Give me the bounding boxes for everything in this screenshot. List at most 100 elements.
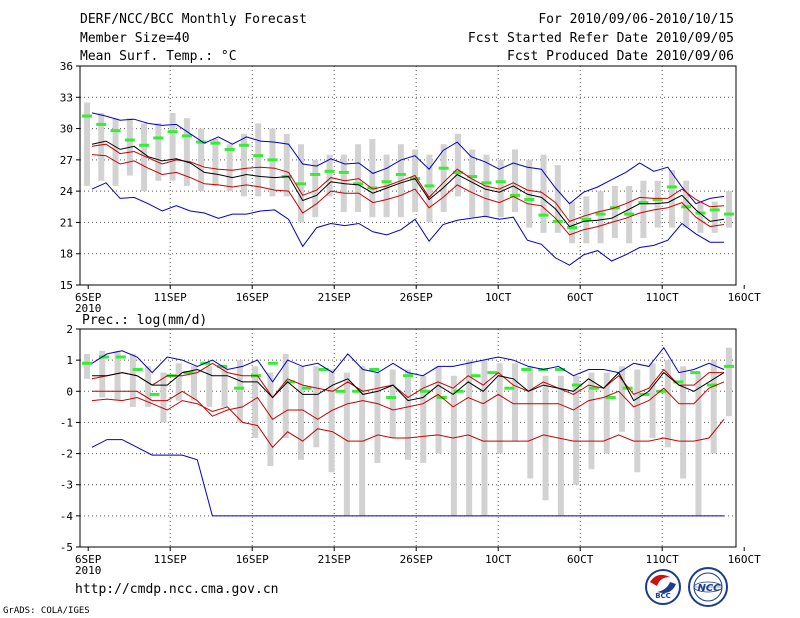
range-bar	[634, 369, 641, 473]
range-bar	[711, 201, 718, 233]
median-mark	[301, 386, 312, 390]
range-bar	[420, 375, 427, 463]
median-mark	[438, 166, 449, 170]
range-bar	[389, 369, 396, 438]
median-mark	[338, 170, 349, 174]
median-mark	[369, 367, 380, 371]
range-bar	[212, 139, 219, 186]
median-mark	[352, 389, 363, 393]
range-bar	[496, 363, 503, 454]
range-bar	[726, 191, 732, 228]
range-bar	[664, 360, 671, 448]
range-bar	[466, 360, 473, 516]
range-bar	[405, 369, 411, 460]
panel-title: Prec.: log(mm/d)	[82, 313, 207, 328]
range-bar	[169, 112, 176, 181]
range-bar	[313, 366, 320, 448]
median-mark	[98, 355, 109, 359]
median-mark	[424, 184, 435, 188]
median-mark	[132, 367, 143, 371]
median-mark	[605, 396, 616, 400]
x-year-label: 2010	[75, 302, 102, 315]
median-mark	[481, 181, 492, 185]
range-bar	[527, 366, 534, 479]
median-mark	[656, 389, 667, 393]
source-url[interactable]: http://cmdp.ncc.cma.gov.cn	[75, 582, 279, 597]
range-bar	[160, 372, 167, 423]
range-bar	[603, 372, 610, 454]
median-mark	[521, 367, 532, 371]
range-bar	[267, 372, 274, 467]
forecast-period: For 2010/09/06-2010/10/15	[538, 12, 734, 27]
x-tick-label: 26SEP	[400, 553, 433, 566]
median-mark	[709, 208, 720, 212]
range-bar	[695, 372, 702, 516]
range-bar	[435, 366, 442, 454]
median-mark	[652, 197, 663, 201]
series-min-line	[91, 182, 724, 266]
range-bar	[640, 180, 647, 239]
y-tick-label: 18	[60, 248, 73, 261]
median-mark	[183, 371, 194, 375]
range-bar	[141, 123, 148, 192]
ncc-logo-text: NCC	[697, 583, 721, 594]
bcc-logo: BCC	[645, 569, 681, 605]
median-mark	[538, 213, 549, 217]
x-tick-label: 26SEP	[400, 291, 433, 304]
member-size: Member Size=40	[80, 31, 190, 46]
median-mark	[386, 396, 397, 400]
range-bar	[282, 353, 289, 438]
range-bar	[84, 102, 90, 186]
median-mark	[367, 186, 378, 190]
median-mark	[96, 122, 107, 126]
y-tick-label: 33	[60, 91, 73, 104]
range-bar	[611, 185, 618, 239]
y-tick-label: 15	[60, 279, 73, 292]
range-bar	[112, 118, 119, 186]
range-bar	[726, 347, 732, 417]
y-tick-label: 1	[66, 354, 73, 367]
range-bar	[526, 159, 533, 228]
median-mark	[403, 374, 413, 378]
temperature-panel: 15 18 21 24 27 30 33 36 6SEP 11SEP 16SEP 21SEP 26SEP…	[60, 60, 761, 315]
range-bar	[588, 372, 595, 470]
ncc-logo: NCC	[688, 567, 728, 607]
median-mark	[581, 217, 592, 221]
x-tick-label: 21SEP	[318, 553, 351, 566]
median-mark	[452, 170, 463, 174]
x-tick-label: 6OCT	[567, 553, 594, 566]
median-mark	[510, 193, 520, 197]
range-bar	[557, 375, 564, 516]
range-bar	[312, 159, 319, 218]
range-bar	[369, 139, 376, 218]
x-tick-label: 6OCT	[567, 291, 594, 304]
x-tick-label: 21SEP	[318, 291, 351, 304]
range-bar	[298, 366, 304, 460]
median-mark	[690, 371, 701, 375]
range-bar	[481, 360, 488, 516]
median-mark	[555, 367, 566, 371]
forecast-start-date: Fcst Started Refer Date 2010/09/05	[467, 31, 734, 46]
median-mark	[234, 386, 245, 390]
median-mark	[149, 392, 160, 396]
range-bar	[619, 366, 625, 432]
x-tick-label: 6SEP	[75, 553, 102, 566]
plot-frame	[79, 65, 737, 286]
median-mark	[470, 374, 481, 378]
x-tick-label: 11OCT	[646, 553, 679, 566]
range-bar	[697, 201, 704, 233]
median-mark	[595, 212, 606, 216]
y-tick-label: 24	[60, 185, 74, 198]
median-mark	[571, 383, 582, 387]
range-bar	[440, 144, 447, 212]
median-mark	[395, 172, 406, 176]
range-bar	[569, 201, 576, 244]
range-bar	[155, 123, 162, 181]
range-bar	[542, 375, 549, 501]
y-tick-label: 36	[60, 60, 73, 73]
median-mark	[267, 158, 278, 162]
range-bar	[175, 363, 182, 401]
y-tick-label: -3	[60, 479, 73, 492]
range-bar	[654, 180, 661, 228]
range-bar	[198, 128, 205, 192]
